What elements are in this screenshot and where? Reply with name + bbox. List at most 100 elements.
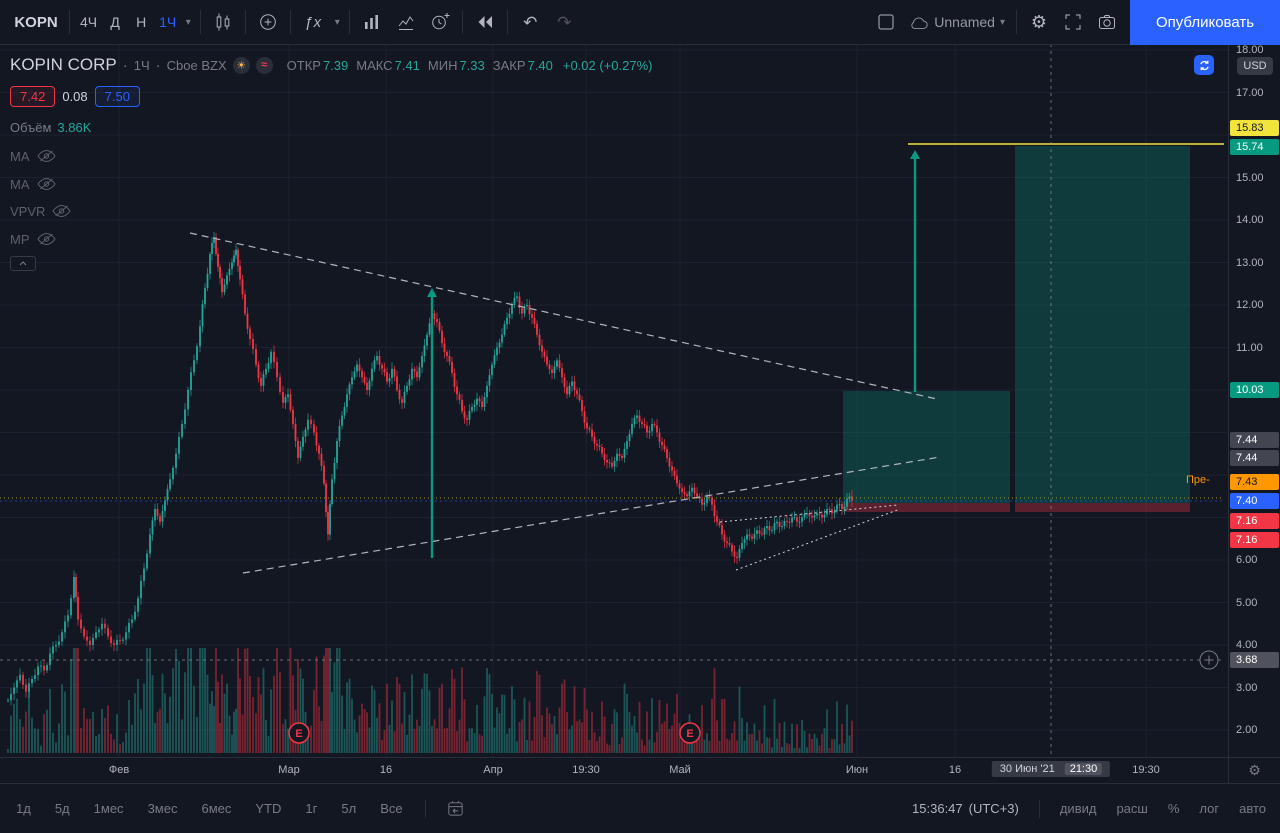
- undo-icon[interactable]: ↶: [513, 5, 547, 39]
- toolbar-separator: [290, 10, 292, 34]
- toggle-percent[interactable]: %: [1167, 801, 1180, 816]
- premarket-price-label: Пре-: [1186, 474, 1210, 486]
- volume-label: Объём: [10, 119, 52, 135]
- footer-right: 15:36:47 (UTC+3) дивид расш % лог авто: [912, 799, 1266, 818]
- time-tick: 16: [379, 764, 393, 776]
- change-value: +0.02 (+0.27%): [562, 57, 653, 73]
- price-label-tag: 15.83: [1230, 120, 1279, 136]
- price-tick: 14.00: [1236, 214, 1264, 226]
- price-label-tag: 3.68: [1230, 652, 1279, 668]
- toggle-extended-hours[interactable]: расш: [1116, 801, 1148, 816]
- price-tick: 13.00: [1236, 256, 1264, 269]
- price-label-tag: 15.74: [1230, 139, 1279, 155]
- indicator-row-ma2[interactable]: MA: [10, 175, 56, 193]
- range-5y[interactable]: 5л: [339, 797, 358, 820]
- price-tick: 5.00: [1236, 596, 1258, 609]
- fullscreen-icon[interactable]: [1056, 5, 1090, 39]
- toolbar-separator: [200, 10, 202, 34]
- price-label-tag: 7.44: [1230, 450, 1279, 466]
- axis-corner: ⚙: [1228, 757, 1280, 783]
- svg-text:E: E: [686, 728, 693, 740]
- eye-off-icon[interactable]: [52, 205, 72, 217]
- toolbar-separator: [349, 10, 351, 34]
- indicator-row-mp[interactable]: MP: [10, 230, 56, 248]
- chart-style-candles-icon[interactable]: [206, 5, 240, 39]
- cloud-save-button[interactable]: Unnamed ▾: [903, 5, 1011, 39]
- reset-scale-sync-icon[interactable]: [1194, 55, 1214, 75]
- range-ytd[interactable]: YTD: [253, 797, 283, 820]
- crosshair-time: 21:30: [1064, 763, 1103, 775]
- price-tick: 15.00: [1236, 171, 1264, 184]
- top-toolbar: KOPN 4Ч Д Н 1Ч ▾ ƒx ▾ ↶: [0, 0, 1280, 45]
- interval-button-4h[interactable]: 4Ч: [75, 5, 102, 39]
- interval-button-1h[interactable]: 1Ч: [154, 5, 181, 39]
- range-1y[interactable]: 1г: [303, 797, 319, 820]
- range-3m[interactable]: 3мес: [146, 797, 180, 820]
- legend-collapse-button[interactable]: [10, 256, 36, 271]
- alert-add-icon[interactable]: [423, 5, 457, 39]
- symbol-search-button[interactable]: KOPN: [8, 5, 64, 39]
- toggle-auto[interactable]: авто: [1239, 801, 1266, 816]
- legend-exchange: Cboe BZX: [166, 57, 227, 73]
- indicator-row-ma1[interactable]: MA: [10, 147, 56, 165]
- price-tick: 18.00: [1236, 44, 1264, 56]
- footer-separator: [424, 799, 426, 818]
- range-1m[interactable]: 1мес: [92, 797, 126, 820]
- symbol-title[interactable]: KOPIN CORP: [10, 55, 117, 74]
- indicator-templates-icon[interactable]: [355, 5, 389, 39]
- time-tick: Апр: [483, 764, 503, 776]
- ask-price[interactable]: 7.50: [94, 85, 140, 107]
- price-tick: 3.00: [1236, 681, 1258, 694]
- axis-settings-gear-icon[interactable]: ⚙: [1248, 762, 1261, 778]
- layout-select-icon[interactable]: [869, 5, 903, 39]
- range-6m[interactable]: 6мес: [199, 797, 233, 820]
- price-label-tag: 7.16: [1230, 532, 1279, 548]
- price-tick: 11.00: [1236, 341, 1263, 354]
- time-tick: 16: [948, 764, 962, 776]
- interval-button-week[interactable]: Н: [128, 5, 154, 39]
- chart-patterns-icon[interactable]: [389, 5, 423, 39]
- eye-off-icon[interactable]: [36, 233, 56, 245]
- price-label-tag: 7.40: [1230, 493, 1279, 509]
- time-tick: 19:30: [1132, 764, 1160, 776]
- toggle-log[interactable]: лог: [1199, 801, 1220, 816]
- eye-off-icon[interactable]: [36, 150, 56, 162]
- crosshair-date: 30 Июн '21: [999, 763, 1055, 775]
- range-all[interactable]: Все: [378, 797, 404, 820]
- snapshot-camera-icon[interactable]: [1090, 5, 1124, 39]
- time-tick: Май: [669, 764, 691, 776]
- toolbar-separator: [462, 10, 464, 34]
- indicators-dropdown-chevron-icon[interactable]: ▾: [330, 5, 344, 39]
- layout-name-label: Unnamed: [934, 14, 995, 30]
- price-axis[interactable]: USD 18.00 17.00 15.00 14.00 13.00 12.00 11.00 6…: [1228, 44, 1280, 757]
- indicators-fx-button[interactable]: ƒx: [296, 5, 330, 39]
- footer-separator: [1038, 799, 1040, 818]
- bid-price[interactable]: 7.42: [10, 85, 56, 107]
- compare-add-icon[interactable]: [251, 5, 285, 39]
- eye-off-icon[interactable]: [36, 178, 56, 190]
- currency-badge[interactable]: USD: [1237, 57, 1273, 75]
- go-to-date-icon[interactable]: [446, 799, 465, 818]
- interval-dropdown-chevron-icon[interactable]: ▾: [181, 5, 195, 39]
- time-tick: Июн: [845, 764, 869, 776]
- clock-display[interactable]: 15:36:47 (UTC+3): [912, 801, 1019, 816]
- premarket-sun-icon: ☀: [232, 56, 250, 74]
- time-axis[interactable]: Фев Мар 16 Апр 19:30 Май Июн 16 19:30 30 Июн '21…: [0, 757, 1228, 783]
- range-5d[interactable]: 5д: [53, 797, 72, 820]
- chart-settings-gear-icon[interactable]: ⚙: [1022, 5, 1056, 39]
- price-label-tag: 7.43: [1230, 474, 1279, 490]
- price-label-tag: 7.44: [1230, 432, 1279, 448]
- time-tick: Мар: [278, 764, 300, 776]
- range-1d[interactable]: 1д: [14, 797, 33, 820]
- toggle-dividends[interactable]: дивид: [1059, 801, 1097, 816]
- interval-button-day[interactable]: Д: [102, 5, 128, 39]
- publish-button[interactable]: Опубликовать: [1130, 0, 1280, 45]
- bar-replay-icon[interactable]: [468, 5, 502, 39]
- price-label-tag: 10.03: [1230, 382, 1279, 398]
- indicator-row-vpvr[interactable]: VPVR: [10, 202, 72, 220]
- redo-icon[interactable]: ↷: [547, 5, 581, 39]
- time-tick: Фев: [108, 764, 130, 776]
- market-status-icon: ≈: [255, 56, 273, 74]
